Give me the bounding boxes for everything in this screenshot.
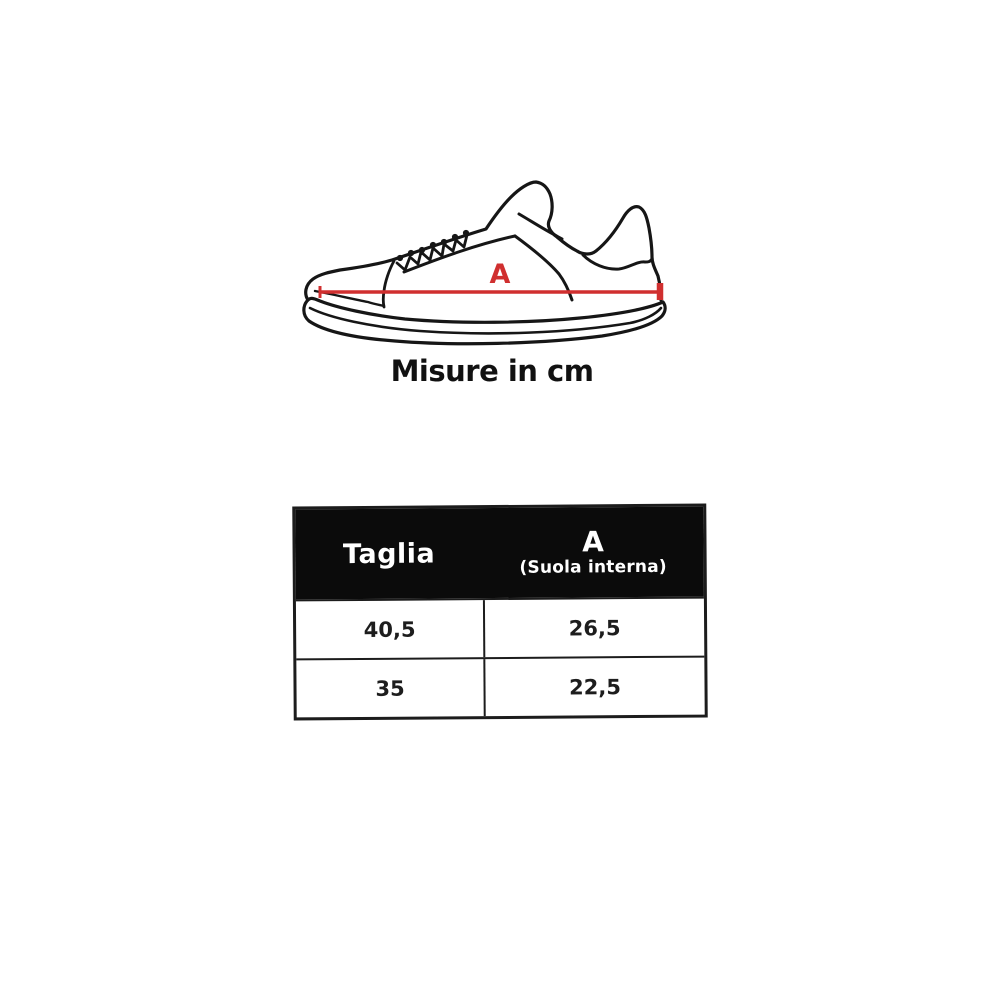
header-a-subtitle: (Suola interna) (519, 557, 667, 579)
cell-a-1: 22,5 (483, 657, 705, 717)
shoe-diagram: A (302, 180, 667, 346)
measurement-annotation: A (318, 259, 664, 300)
table-row: 40,5 26,5 (295, 596, 705, 659)
diagram-caption: Misure in cm (390, 354, 594, 388)
cell-size-0: 40,5 (363, 617, 416, 642)
midsole-seam-path (308, 306, 663, 335)
header-cell-taglia: Taglia (342, 537, 436, 570)
sole-outline-path (302, 296, 667, 346)
upper-outline-path (304, 180, 663, 302)
heel-counter-line (581, 253, 654, 271)
eyelet-dots (396, 229, 470, 262)
size-table-header: Taglia A (Suola interna) (295, 506, 704, 600)
header-cell-a: A (Suola interna) (482, 525, 703, 579)
toe-spring-line (313, 289, 386, 308)
collar-inner-line (517, 212, 564, 241)
size-table: Taglia A (Suola interna) 40,5 26,5 35 22… (292, 503, 708, 721)
shoe-diagram-container: A (300, 160, 700, 360)
cell-size-1: 35 (375, 676, 405, 701)
shoe-upper (304, 180, 663, 309)
measurement-label-a: A (490, 259, 511, 290)
lace-panel-line (402, 234, 517, 274)
table-row: 35 22,5 (296, 655, 705, 718)
header-a-title: A (582, 525, 604, 559)
shoe-sole (302, 289, 667, 346)
vamp-seam (381, 259, 396, 309)
shoe-laces (395, 229, 470, 272)
cell-a-0: 26,5 (482, 598, 705, 658)
